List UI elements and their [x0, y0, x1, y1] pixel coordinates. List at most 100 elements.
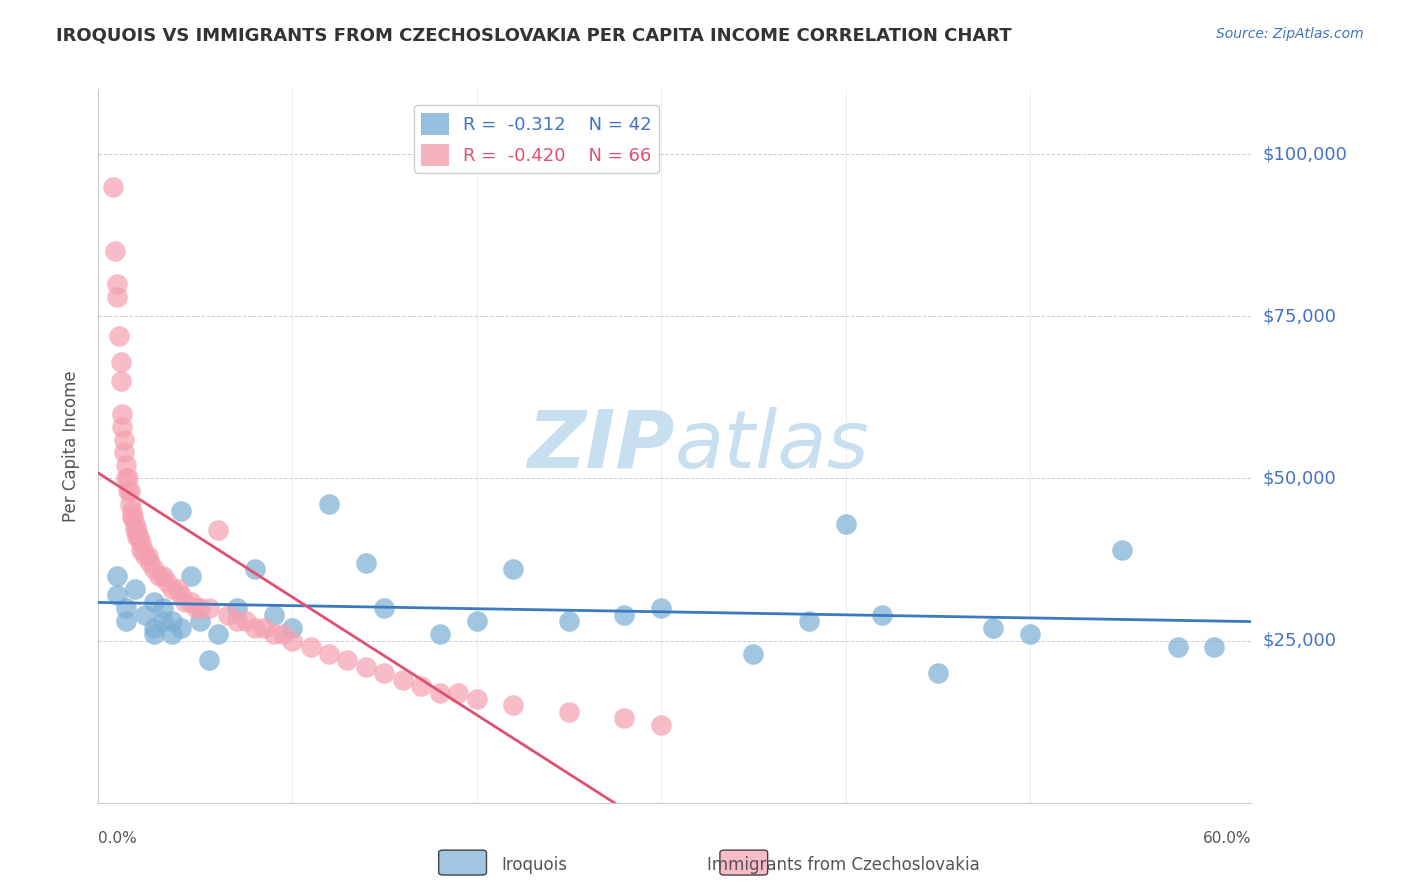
Point: [465, 692, 488, 706]
Point: [115, 471, 138, 485]
Point: [225, 601, 247, 615]
Point: [105, 588, 128, 602]
Point: [101, 179, 124, 194]
Point: [129, 536, 152, 550]
Point: [429, 627, 451, 641]
Point: [128, 530, 150, 544]
Point: [134, 549, 156, 564]
Legend: R =  -0.312    N = 42, R =  -0.420    N = 66: R = -0.312 N = 42, R = -0.420 N = 66: [415, 105, 659, 173]
Point: [118, 484, 141, 499]
Point: [180, 568, 202, 582]
Point: [166, 582, 188, 596]
Point: [447, 685, 470, 699]
Point: [981, 621, 1004, 635]
Text: 60.0%: 60.0%: [1204, 831, 1251, 847]
Point: [391, 673, 413, 687]
Point: [1167, 640, 1189, 654]
Point: [115, 601, 138, 615]
Point: [174, 595, 197, 609]
Point: [115, 458, 138, 473]
Point: [112, 445, 135, 459]
Point: [834, 516, 856, 531]
Point: [115, 614, 138, 628]
Point: [263, 607, 285, 622]
Point: [1111, 542, 1133, 557]
Point: [112, 433, 135, 447]
Point: [1204, 640, 1226, 654]
Point: [160, 614, 183, 628]
Point: [121, 510, 143, 524]
Point: [186, 601, 208, 615]
Point: [127, 530, 149, 544]
Text: $50,000: $50,000: [1263, 469, 1337, 487]
Y-axis label: Per Capita Income: Per Capita Income: [62, 370, 80, 522]
Point: [271, 627, 294, 641]
Point: [429, 685, 451, 699]
Point: [872, 607, 894, 622]
Point: [1019, 627, 1042, 641]
Text: Source: ZipAtlas.com: Source: ZipAtlas.com: [1216, 27, 1364, 41]
Point: [281, 633, 304, 648]
Point: [110, 374, 132, 388]
Point: [502, 562, 524, 576]
Point: [152, 614, 174, 628]
Text: $100,000: $100,000: [1263, 145, 1348, 163]
Point: [225, 614, 247, 628]
Point: [170, 504, 193, 518]
Point: [336, 653, 359, 667]
Point: [650, 601, 672, 615]
Point: [142, 627, 165, 641]
Point: [742, 647, 765, 661]
Point: [124, 516, 146, 531]
Point: [104, 244, 127, 259]
Point: [160, 582, 183, 596]
Point: [198, 601, 221, 615]
Point: [188, 614, 211, 628]
Point: [117, 471, 139, 485]
Point: [156, 575, 179, 590]
Text: Iroquois: Iroquois: [502, 856, 567, 874]
Point: [318, 647, 340, 661]
Point: [281, 621, 304, 635]
Point: [148, 568, 170, 582]
Point: [558, 705, 581, 719]
Point: [134, 607, 156, 622]
Text: ZIP: ZIP: [527, 407, 675, 485]
Point: [139, 556, 162, 570]
Point: [263, 627, 285, 641]
Point: [124, 582, 146, 596]
Point: [613, 607, 636, 622]
Point: [354, 659, 377, 673]
Point: [124, 524, 146, 538]
Point: [111, 419, 134, 434]
Point: [927, 666, 949, 681]
Point: [245, 621, 267, 635]
Point: [198, 653, 221, 667]
Point: [411, 679, 433, 693]
Point: [110, 354, 132, 368]
Point: [118, 497, 141, 511]
Point: [613, 711, 636, 725]
Point: [235, 614, 257, 628]
Point: [558, 614, 581, 628]
Text: atlas: atlas: [675, 407, 870, 485]
Text: $75,000: $75,000: [1263, 307, 1337, 326]
Point: [105, 290, 128, 304]
Point: [188, 601, 211, 615]
Point: [142, 621, 165, 635]
Point: [465, 614, 488, 628]
Point: [373, 666, 395, 681]
Point: [160, 627, 183, 641]
Point: [105, 568, 128, 582]
Point: [142, 595, 165, 609]
Point: [318, 497, 340, 511]
Point: [170, 588, 193, 602]
Point: [253, 621, 276, 635]
Point: [142, 562, 165, 576]
Text: Immigrants from Czechoslovakia: Immigrants from Czechoslovakia: [707, 856, 980, 874]
Point: [207, 524, 229, 538]
Point: [299, 640, 322, 654]
Point: [373, 601, 395, 615]
Point: [502, 698, 524, 713]
Point: [129, 542, 152, 557]
